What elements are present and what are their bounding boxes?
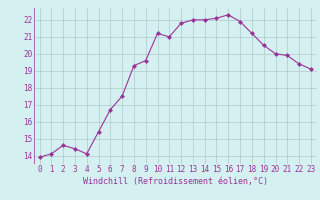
X-axis label: Windchill (Refroidissement éolien,°C): Windchill (Refroidissement éolien,°C) — [83, 177, 268, 186]
